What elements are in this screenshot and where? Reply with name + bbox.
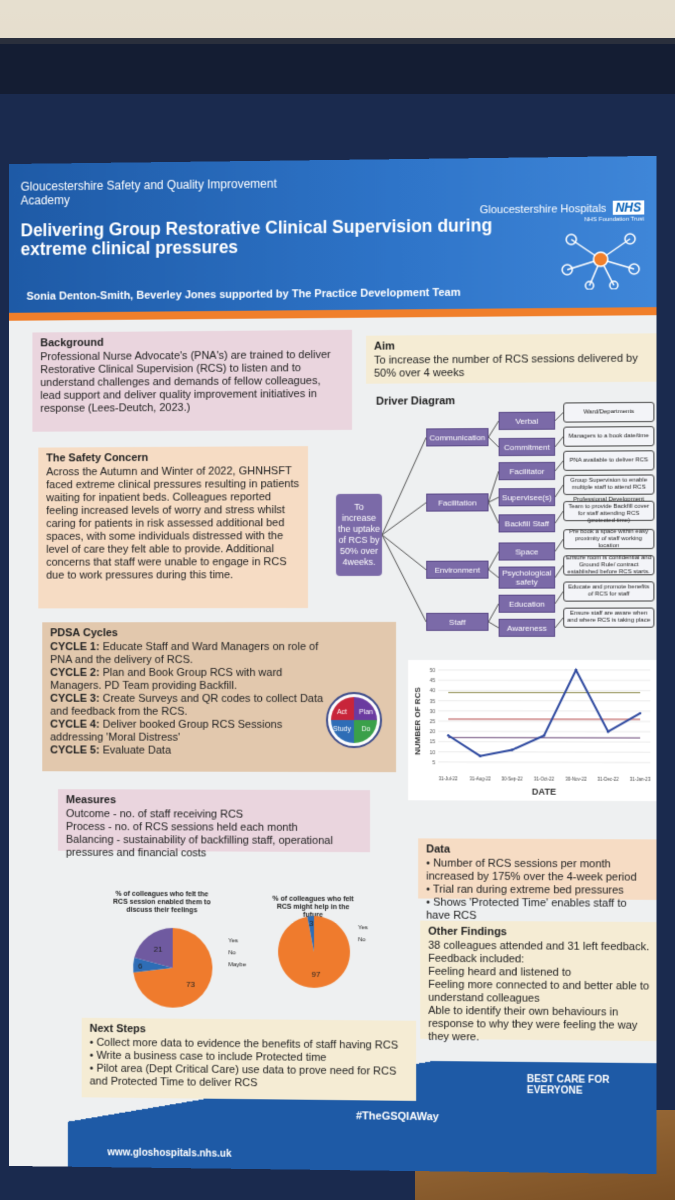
pdsa-cycle-3: CYCLE 3: Create Surveys and QR codes to … [50,693,328,719]
data-heading: Data [426,843,652,856]
y-axis-label: NUMBER OF RCS [413,687,422,755]
pie1-legend: Yes No Maybe [228,935,246,971]
grid-line [438,762,650,763]
y-tick-label: 15 [430,740,436,746]
other-heading: Other Findings [428,926,652,940]
pie2-legend: Yes No [358,922,368,946]
x-tick-label: 31-Jan-23 [630,777,651,782]
driver-secondary-8: Education [499,595,556,613]
x-tick-label: 30-Nov-22 [565,777,587,782]
data-section: Data • Number of RCS sessions per month … [418,838,656,900]
pie-chart-future: 97 3 [276,914,356,995]
other-line-4: Feeling more connected to and better abl… [428,979,652,1007]
driver-change-2: Managers to a book date/time [563,426,654,447]
driver-change-7: Ensure room is confidential and Ground R… [563,555,654,575]
pdsa-cycle-5: CYCLE 5: Evaluate Data [50,744,328,758]
next-heading: Next Steps [90,1023,409,1038]
driver-change-3: PNA available to deliver RCS [563,450,654,471]
rcs-point [639,712,641,714]
x-tick-label: 31-Dec-22 [597,777,619,782]
pie1-legend-maybe: Maybe [228,959,246,971]
measures-heading: Measures [66,794,362,807]
rcs-point [479,755,481,757]
y-tick-label: 20 [430,729,436,735]
x-tick-label: 31-Oct-22 [534,777,555,782]
driver-change-4: Group Supervision to enable multiple sta… [563,474,654,495]
measure-process: Process - no. of RCS sessions held each … [66,821,362,835]
y-tick-label: 45 [430,678,436,684]
driver-secondary-9: Awareness [499,619,556,637]
y-tick-label: 50 [430,668,436,674]
poster: Gloucestershire Safety and Quality Impro… [9,156,657,1174]
x-tick-label: 30-Sep-22 [501,776,523,781]
pie1-title: % of colleagues who felt the RCS session… [107,891,216,916]
driver-change-8: Educate and promote benefits of RCS for … [563,581,654,601]
pie-label-no: 3 [309,918,314,927]
driver-change-9: Ensure staff are aware when and where RC… [563,608,654,628]
driver-secondary-3: Facilitator [499,462,556,480]
driver-primary-communication: Communication [426,428,488,446]
y-tick-label: 5 [432,760,435,766]
y-tick-label: 25 [430,719,436,725]
hashtag: #TheGSQIAWay [356,1110,439,1123]
pdsa-plan: Plan [359,709,373,716]
rcs-point [511,749,513,751]
driver-change-1: Ward/Departments [563,402,654,423]
measure-outcome: Outcome - no. of staff receiving RCS [66,808,362,822]
driver-secondary-6: Space [499,542,556,560]
pie1-legend-no: No [228,947,246,959]
driver-secondary-1: Verbal [499,412,556,430]
rcs-point [607,730,609,732]
other-line-5: Able to identify their own behaviours in… [428,1005,652,1046]
y-tick-label: 30 [430,709,436,715]
driver-diagram-connectors [9,156,657,660]
website-url: www.gloshospitals.nhs.uk [107,1147,231,1159]
y-tick-label: 40 [430,688,436,694]
rcs-point [543,734,545,736]
pdsa-do: Do [362,726,371,733]
measure-balancing: Balancing - sustainability of backfillin… [66,834,362,861]
y-tick-label: 10 [430,750,436,756]
driver-secondary-5: Backfill Staff [499,514,556,532]
pie2-legend-yes: Yes [358,922,368,934]
rcs-line-chart: 5 10 15 20 25 30 35 40 45 50 31-Jul-22 31-Aug-22 30-… [408,660,656,801]
driver-secondary-4: Supervisee(s) [499,488,556,506]
data-item-1: • Number of RCS sessions per month incre… [426,857,652,884]
other-findings-section: Other Findings 38 colleagues attended an… [420,921,656,1042]
driver-primary-environment: Environment [426,561,488,579]
pie-label-maybe: 21 [154,945,163,954]
pdsa-study: Study [333,726,351,733]
pdsa-wheel-icon: Act Plan Study Do [326,692,382,748]
x-axis-label: DATE [532,787,556,797]
slogan: BEST CARE FOR EVERYONE [527,1074,657,1097]
next-item-3: • Pilot area (Dept Critical Care) use da… [90,1063,409,1092]
pie-label-no: 6 [138,961,143,970]
driver-change-5: Professional Development Team to provide… [563,501,654,521]
rcs-point [447,734,449,736]
pie-label-yes: 97 [312,969,321,978]
pdsa-cycle-2: CYCLE 2: Plan and Book Group RCS with wa… [50,667,328,693]
pie-label-yes: 73 [186,980,195,989]
measures-section: Measures Outcome - no. of staff receivin… [58,789,370,852]
driver-primary-facilitation: Facilitation [426,493,488,511]
pdsa-act: Act [337,709,347,716]
rcs-point [575,669,577,671]
driver-aim: To increase the uptake of RCS by 50% ove… [336,494,382,576]
next-steps-section: Next Steps • Collect more data to eviden… [82,1018,416,1101]
x-tick-label: 31-Aug-22 [470,776,492,781]
driver-primary-staff: Staff [426,613,488,631]
data-item-2: • Trial ran during extreme bed pressures [426,884,652,898]
pie1-legend-yes: Yes [228,935,246,947]
x-tick-label: 31-Jul-22 [439,776,458,781]
pdsa-cycle-4: CYCLE 4: Deliver booked Group RCS Sessio… [50,719,328,745]
driver-secondary-7: Psychological safety [499,566,556,588]
rcs-series-line [448,670,640,756]
driver-change-6: Pre book a space within easy proximity o… [563,529,654,549]
pie2-legend-no: No [358,934,368,946]
y-tick-label: 35 [430,699,436,705]
pie-chart-feelings: 73 6 21 [127,925,226,1011]
driver-secondary-2: Commitment [499,438,556,456]
